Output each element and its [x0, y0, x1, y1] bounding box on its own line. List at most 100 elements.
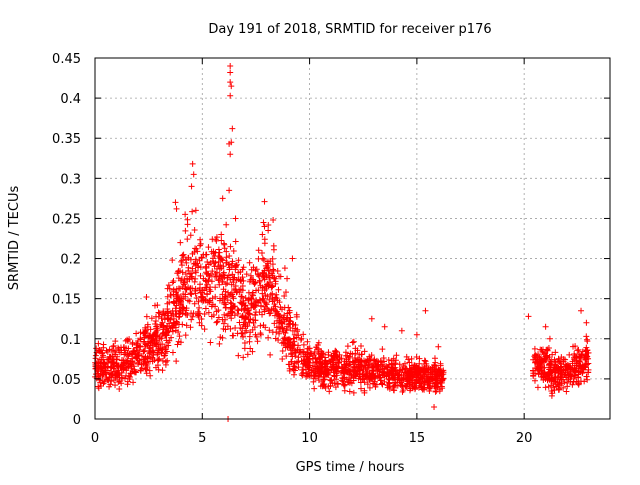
data-point: [571, 372, 578, 379]
data-point: [313, 358, 320, 365]
data-point: [189, 250, 196, 257]
data-point: [224, 280, 231, 287]
data-point: [381, 323, 388, 330]
data-point: [557, 382, 564, 389]
data-point: [402, 366, 409, 373]
data-point: [192, 285, 199, 292]
y-tick-label: 0.25: [52, 212, 81, 227]
data-point: [275, 286, 282, 293]
data-point: [276, 328, 283, 335]
chart-title: Day 191 of 2018, SRMTID for receiver p17…: [208, 22, 491, 37]
data-point: [390, 366, 397, 373]
data-point: [422, 307, 429, 314]
data-point: [261, 236, 268, 243]
data-point: [177, 239, 184, 246]
data-point: [251, 300, 258, 307]
data-point: [108, 378, 115, 385]
data-point: [188, 316, 195, 323]
data-point: [331, 379, 338, 386]
data-point: [258, 249, 265, 256]
data-point: [230, 295, 237, 302]
data-point: [320, 351, 327, 358]
data-point: [231, 285, 238, 292]
data-point: [262, 283, 269, 290]
data-point: [317, 364, 324, 371]
data-point: [295, 364, 302, 371]
data-point: [204, 270, 211, 277]
data-point: [397, 381, 404, 388]
data-point: [406, 359, 413, 366]
data-point: [349, 339, 356, 346]
data-point: [125, 363, 132, 370]
data-point: [154, 302, 161, 309]
data-point: [381, 378, 388, 385]
data-point: [290, 335, 297, 342]
data-point: [115, 344, 122, 351]
data-point: [238, 305, 245, 312]
y-tick-label: 0.35: [52, 132, 81, 147]
data-point: [202, 296, 209, 303]
data-point: [95, 383, 102, 390]
data-point: [551, 361, 558, 368]
data-point: [253, 333, 260, 340]
data-point: [144, 355, 151, 362]
data-point: [124, 381, 131, 388]
data-point: [176, 313, 183, 320]
data-point: [242, 314, 249, 321]
data-point: [111, 348, 118, 355]
data-point: [113, 356, 120, 363]
data-point: [289, 327, 296, 334]
data-point: [408, 355, 415, 362]
data-point: [334, 381, 341, 388]
data-point: [219, 278, 226, 285]
data-point: [216, 266, 223, 273]
data-point: [216, 340, 223, 347]
data-point: [179, 252, 186, 259]
data-point: [570, 343, 577, 350]
data-point: [531, 353, 538, 360]
data-point: [440, 369, 447, 376]
data-point: [263, 272, 270, 279]
data-point: [108, 360, 115, 367]
data-point: [319, 383, 326, 390]
data-point: [315, 363, 322, 370]
data-point: [217, 262, 224, 269]
data-point: [229, 125, 236, 132]
data-point: [141, 339, 148, 346]
data-point: [425, 369, 432, 376]
data-point: [235, 257, 242, 264]
data-point: [346, 361, 353, 368]
data-point: [346, 388, 353, 395]
data-point: [106, 383, 113, 390]
data-point: [265, 222, 272, 229]
data-point: [422, 366, 429, 373]
data-point: [377, 357, 384, 364]
data-point: [435, 343, 442, 350]
data-point: [150, 336, 157, 343]
data-point: [197, 281, 204, 288]
data-point: [361, 379, 368, 386]
data-point: [338, 377, 345, 384]
data-point: [203, 290, 210, 297]
data-point: [305, 366, 312, 373]
data-point: [269, 255, 276, 262]
data-point: [375, 366, 382, 373]
data-point: [129, 341, 136, 348]
data-point: [341, 382, 348, 389]
data-point: [223, 248, 230, 255]
data-point: [286, 367, 293, 374]
data-point: [567, 369, 574, 376]
data-point: [577, 355, 584, 362]
data-point: [196, 304, 203, 311]
data-point: [249, 348, 256, 355]
data-point: [182, 227, 189, 234]
data-point: [276, 315, 283, 322]
data-point: [416, 366, 423, 373]
data-point: [254, 338, 261, 345]
data-point: [294, 326, 301, 333]
data-point: [583, 333, 590, 340]
data-point: [573, 354, 580, 361]
data-point: [273, 291, 280, 298]
data-point: [198, 322, 205, 329]
data-point: [215, 258, 222, 265]
